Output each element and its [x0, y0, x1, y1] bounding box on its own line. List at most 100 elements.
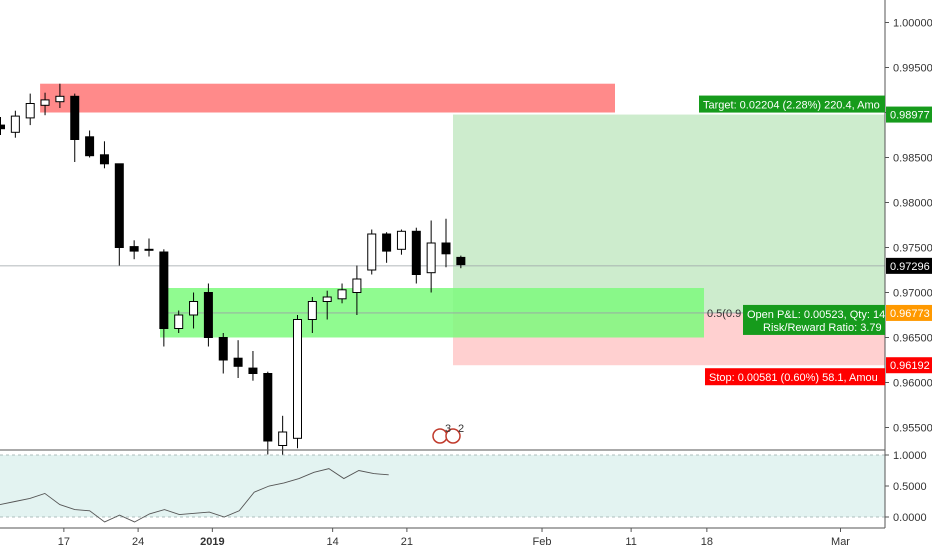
- candle: [144, 238, 154, 257]
- price-tick-label: 0.98000: [893, 198, 932, 210]
- entry-price-tag-bg: [886, 304, 932, 321]
- candle-body: [174, 314, 184, 329]
- candle: [40, 92, 50, 116]
- candle-body: [159, 251, 169, 329]
- target-price-tag-text: 0.98977: [890, 110, 930, 122]
- indicator-line: [0, 468, 389, 523]
- candle: [233, 340, 243, 378]
- price-tick-label: 0.98500: [893, 153, 932, 165]
- time-tick-label: 21: [401, 536, 413, 548]
- candle: [114, 163, 124, 266]
- candle: [129, 240, 139, 260]
- candle: [367, 229, 377, 275]
- target-label: Target: 0.02204 (2.28%) 220.4, Amo: [699, 95, 885, 113]
- candle: [189, 292, 199, 329]
- position-labels: Target: 0.02204 (2.28%) 220.4, Amo Open P…: [699, 95, 885, 386]
- price-tick-label: 0.99500: [893, 63, 932, 75]
- candle: [396, 229, 406, 255]
- candle-body: [278, 431, 288, 446]
- fib-label: 0.5(0.9: [707, 308, 741, 320]
- candle-body: [411, 230, 421, 276]
- candle: [25, 93, 35, 126]
- candle: [0, 117, 5, 135]
- time-tick-label: Feb: [533, 536, 552, 548]
- candle-body: [0, 124, 5, 130]
- candle: [99, 141, 109, 169]
- price-tick-label: 0.97500: [893, 243, 932, 255]
- event-count: 2: [458, 423, 464, 435]
- event-icon: [445, 428, 461, 444]
- price-tick-label: 0.95500: [893, 423, 932, 435]
- time-tick-label: 17: [58, 536, 70, 548]
- candle-body: [307, 301, 317, 320]
- current-price-tag-bg: [886, 257, 932, 274]
- candle: [218, 333, 228, 374]
- candle: [10, 110, 20, 138]
- pnl-label-text: Open P&L: 0.00523, Qty: 14: [747, 309, 885, 321]
- candle-body: [396, 230, 406, 250]
- candle-body: [382, 233, 392, 252]
- target-area[interactable]: [453, 114, 885, 313]
- time-tick-label: Mar: [831, 536, 850, 548]
- indicator-pane[interactable]: [0, 449, 885, 523]
- time-tick-label: 11: [625, 536, 636, 548]
- stop-label: Stop: 0.00581 (0.60%) 58.1, Amou: [705, 368, 885, 386]
- stop-label-text: Stop: 0.00581 (0.60%) 58.1, Amou: [709, 372, 878, 384]
- candle-body: [293, 319, 302, 439]
- candle-body: [203, 292, 213, 338]
- stop-price-tag-text: 0.96192: [890, 360, 930, 372]
- target-label-bg: [699, 95, 885, 113]
- pnl-label-bg: [743, 304, 885, 335]
- time-tick-label: 14: [327, 536, 339, 548]
- candle-body: [55, 95, 65, 103]
- candle-body: [233, 357, 243, 367]
- candle-body: [144, 248, 154, 251]
- stop-label-bg: [705, 368, 885, 386]
- current-price-tag: 0.97296: [886, 257, 932, 274]
- candle-body: [263, 373, 273, 442]
- candle: [293, 315, 302, 449]
- candle-body: [99, 154, 109, 165]
- candle-body: [337, 289, 347, 300]
- time-tick-label: 2019: [200, 536, 224, 548]
- candle-body: [218, 337, 228, 361]
- candle: [203, 283, 213, 347]
- candle: [456, 255, 466, 269]
- candle: [441, 218, 451, 268]
- resistance-zone[interactable]: [40, 83, 616, 113]
- candle-body: [40, 99, 50, 106]
- candle: [159, 249, 169, 347]
- candle: [426, 220, 436, 293]
- candle-body: [248, 367, 258, 375]
- candle: [55, 83, 65, 108]
- candle-body: [352, 278, 362, 293]
- price-tick-label: 0.96000: [893, 378, 932, 390]
- candle: [174, 310, 184, 333]
- entry-price-tag: 0.96773: [886, 304, 932, 321]
- candle-body: [441, 242, 451, 255]
- target-price-tag: 0.98977: [886, 106, 932, 123]
- time-axis[interactable]: 0172420191421Feb1118Mar: [0, 527, 885, 548]
- target-label-text: Target: 0.02204 (2.28%) 220.4, Amo: [703, 100, 880, 112]
- indicator-tick-label: 0.5000: [893, 481, 927, 493]
- rr-label-text: Risk/Reward Ratio: 3.79: [763, 322, 882, 334]
- candle-body: [114, 163, 124, 248]
- price-axis[interactable]: 1.000000.995000.990000.985000.980000.975…: [884, 0, 932, 528]
- candle: [337, 283, 347, 304]
- candle-body: [456, 256, 466, 266]
- candle-body: [10, 115, 20, 133]
- price-tick-label: 0.97000: [893, 288, 932, 300]
- candle-body: [322, 296, 332, 302]
- candle-body: [129, 246, 139, 252]
- candle: [307, 297, 317, 333]
- candle-body: [367, 233, 377, 271]
- event-count: 3: [445, 423, 451, 435]
- current-price-tag-text: 0.97296: [890, 261, 930, 273]
- candle-body: [189, 301, 199, 316]
- stop-price-tag: 0.96192: [886, 357, 932, 374]
- candle: [382, 232, 392, 263]
- indicator-band: [0, 455, 885, 517]
